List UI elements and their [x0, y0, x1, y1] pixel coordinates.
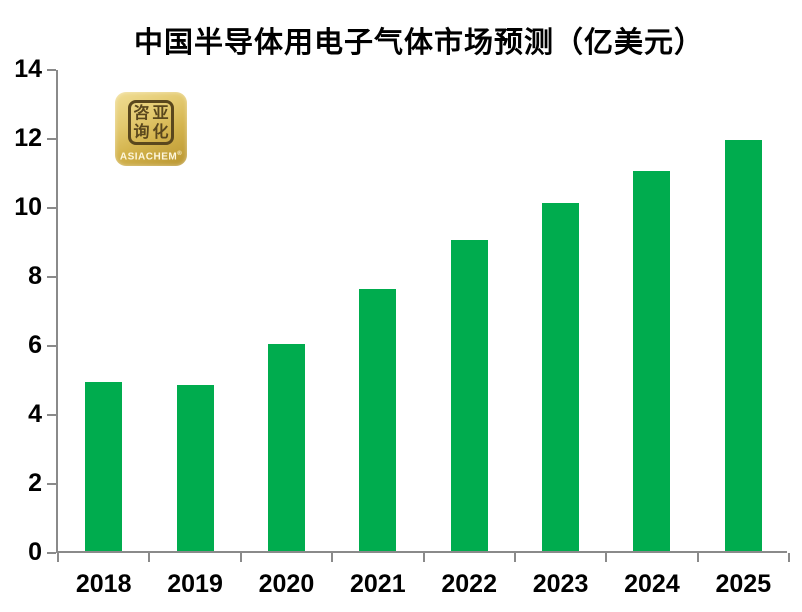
y-axis-tick [47, 483, 56, 485]
x-axis-tick [331, 553, 334, 562]
logo-char: 亚 [152, 103, 169, 123]
x-axis-label: 2022 [441, 570, 497, 598]
x-axis-label: 2018 [75, 570, 132, 598]
y-axis-tick [47, 414, 56, 416]
asiachem-logo: 咨 亚 询 化 ASIACHEM® [115, 92, 187, 166]
logo-char: 化 [152, 121, 169, 141]
x-axis-label: 2023 [532, 570, 589, 598]
bar-2024 [633, 171, 671, 551]
x-axis-label: 2025 [715, 570, 772, 598]
y-axis-tick [47, 552, 56, 554]
y-axis-tick [47, 207, 56, 209]
bar-2020 [267, 344, 305, 551]
y-axis-tick [47, 69, 56, 71]
y-axis-label: 2 [28, 469, 42, 497]
y-axis-label: 0 [28, 538, 42, 566]
x-axis-label: 2024 [624, 570, 680, 598]
x-axis-tick [788, 553, 790, 562]
bar-2019 [176, 385, 214, 551]
x-axis-label: 2021 [350, 570, 406, 598]
x-axis-tick [422, 553, 425, 562]
x-axis-label: 2019 [167, 570, 223, 598]
plot-area: 0 2 4 6 8 10 12 14 2018 2019 2020 2021 2022 2023 2024 2… [14, 57, 790, 598]
x-axis-tick [605, 553, 608, 562]
y-axis-tick [47, 138, 56, 140]
y-axis-label: 8 [28, 262, 42, 290]
logo-char: 咨 [133, 103, 150, 123]
y-axis-label: 10 [14, 193, 42, 221]
logo-char: 询 [133, 121, 150, 141]
chart-title: 中国半导体用电子气体市场预测（亿美元） [133, 25, 704, 59]
x-axis-tick [148, 553, 151, 562]
x-axis-label: 2020 [258, 570, 315, 598]
bar-2018 [85, 382, 123, 551]
bar-2023 [542, 203, 580, 551]
y-axis-label: 12 [14, 124, 42, 152]
bar-2025 [724, 140, 762, 551]
x-axis-tick [57, 553, 59, 562]
x-axis-tick [239, 553, 242, 562]
x-axis-tick [696, 553, 699, 562]
bar-2022 [450, 240, 488, 551]
logo-seal-icon: 咨 亚 询 化 [128, 100, 174, 145]
registered-mark: ® [177, 150, 183, 157]
x-axis-tick [513, 553, 516, 562]
logo-brand-text: ASIACHEM® [119, 150, 183, 162]
y-axis-tick [47, 276, 56, 278]
y-axis-label: 4 [28, 400, 42, 428]
y-axis-label: 14 [14, 55, 42, 83]
y-axis-label: 6 [28, 331, 42, 359]
bar-2021 [359, 289, 397, 551]
y-axis-tick [47, 345, 56, 347]
